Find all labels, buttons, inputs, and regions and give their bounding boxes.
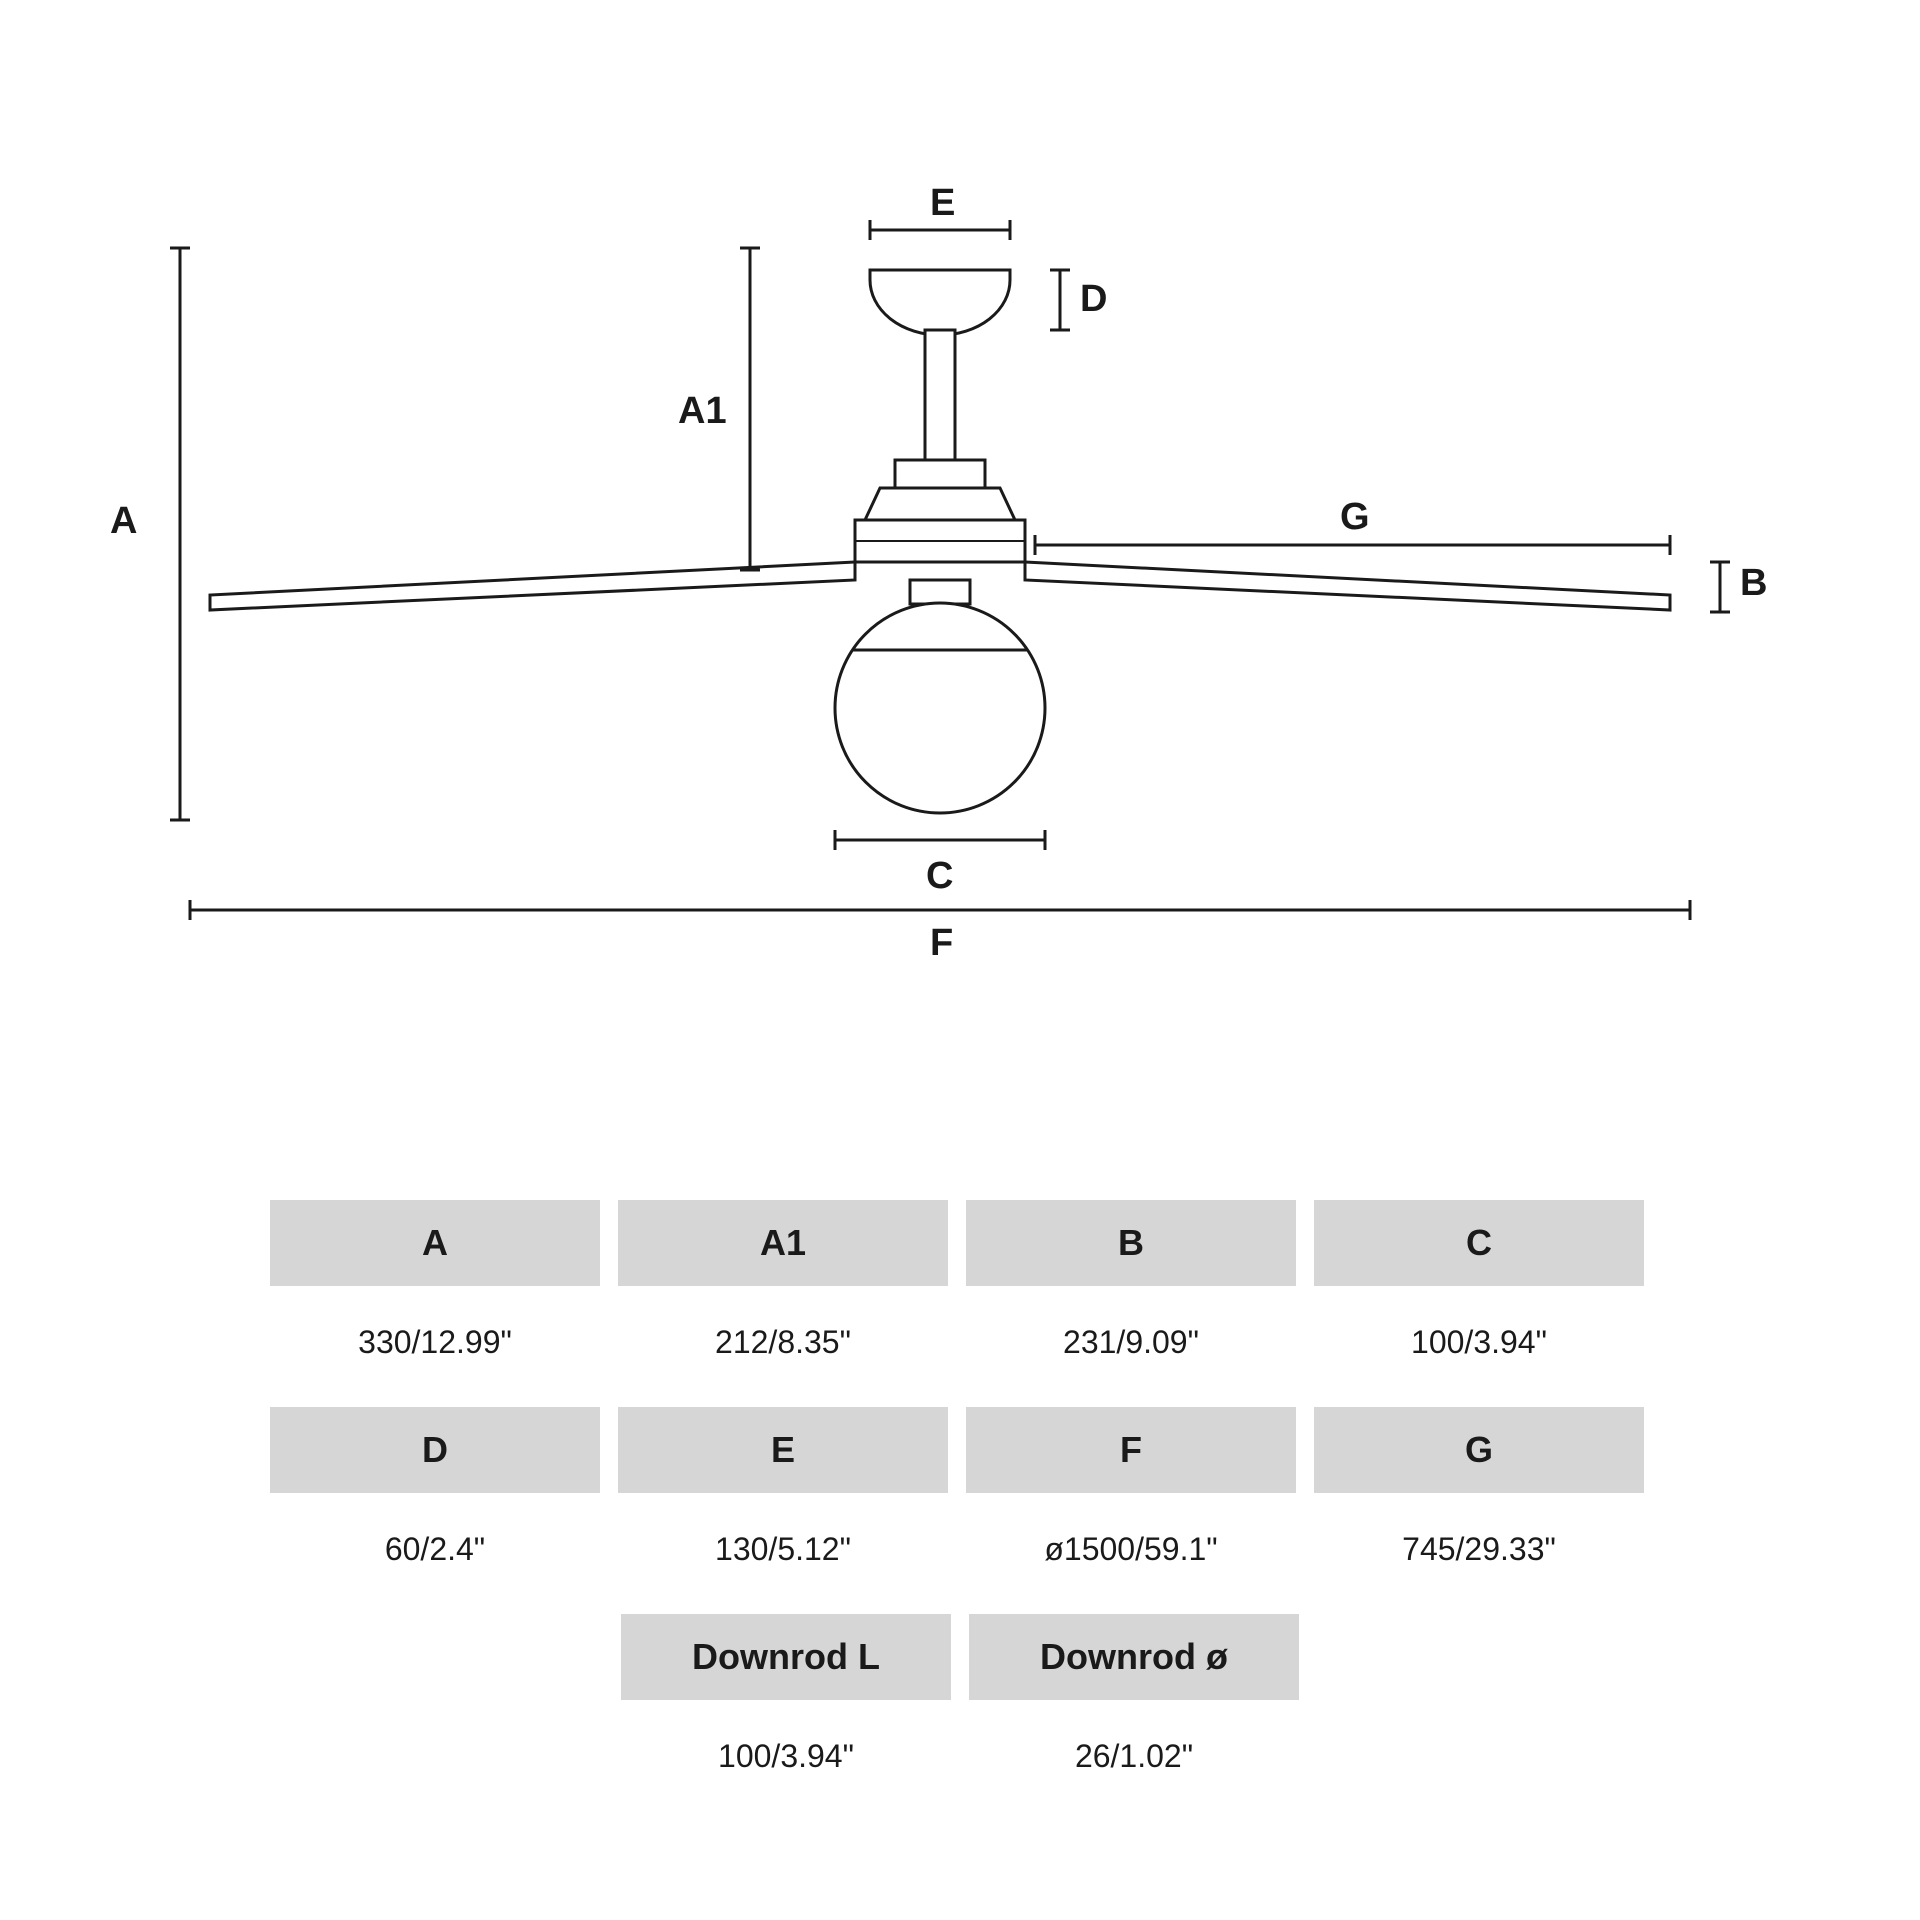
table-header: F (966, 1407, 1296, 1493)
label-A1: A1 (678, 390, 727, 433)
table-value: ø1500/59.1" (966, 1505, 1296, 1602)
table-value: 60/2.4" (270, 1505, 600, 1602)
table-value: 26/1.02" (969, 1712, 1299, 1809)
table-value: 231/9.09" (966, 1298, 1296, 1395)
table-value: 330/12.99" (270, 1298, 600, 1395)
table-row: Downrod L Downrod ø (270, 1614, 1650, 1700)
table-header: A (270, 1200, 600, 1286)
dimensions-table: A A1 B C 330/12.99" 212/8.35" 231/9.09" … (270, 1200, 1650, 1821)
table-value: 745/29.33" (1314, 1505, 1644, 1602)
label-F: F (930, 922, 953, 965)
table-value: 100/3.94" (1314, 1298, 1644, 1395)
table-header: Downrod ø (969, 1614, 1299, 1700)
table-header: C (1314, 1200, 1644, 1286)
table-value: 130/5.12" (618, 1505, 948, 1602)
table-value: 212/8.35" (618, 1298, 948, 1395)
label-B: B (1740, 562, 1767, 605)
label-C: C (926, 855, 953, 898)
table-header: D (270, 1407, 600, 1493)
table-header: G (1314, 1407, 1644, 1493)
table-row: A A1 B C (270, 1200, 1650, 1286)
table-header: Downrod L (621, 1614, 951, 1700)
table-header: B (966, 1200, 1296, 1286)
table-row: D E F G (270, 1407, 1650, 1493)
table-value: 100/3.94" (621, 1712, 951, 1809)
table-row: 60/2.4" 130/5.12" ø1500/59.1" 745/29.33" (270, 1505, 1650, 1602)
label-G: G (1340, 496, 1370, 539)
fan-diagram: A A1 B C D E F G (180, 200, 1740, 980)
table-header: E (618, 1407, 948, 1493)
label-A: A (110, 500, 137, 543)
label-D: D (1080, 278, 1107, 321)
table-row: 330/12.99" 212/8.35" 231/9.09" 100/3.94" (270, 1298, 1650, 1395)
table-row: 100/3.94" 26/1.02" (270, 1712, 1650, 1809)
label-E: E (930, 182, 955, 225)
fan-svg (180, 200, 1740, 980)
table-header: A1 (618, 1200, 948, 1286)
